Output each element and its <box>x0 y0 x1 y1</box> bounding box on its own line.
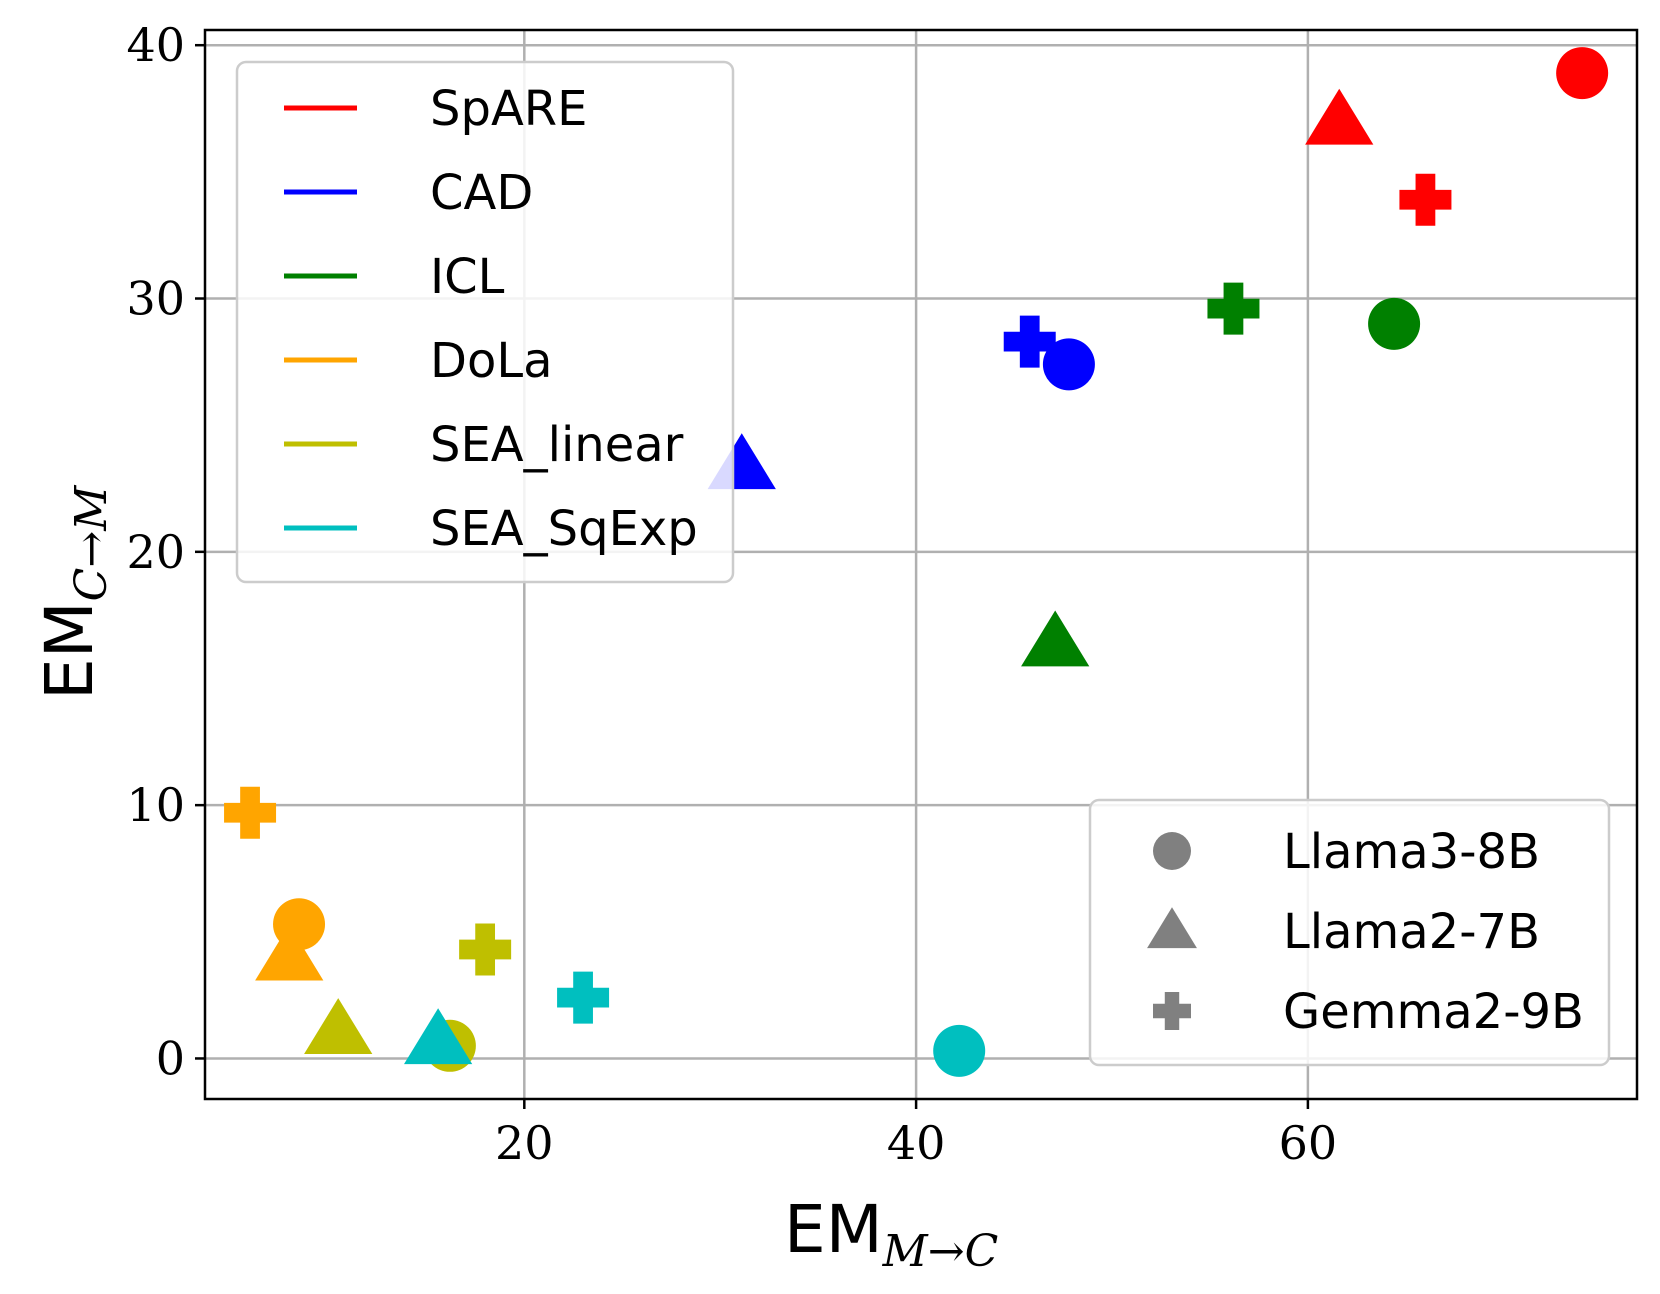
x-axis-title-sub: M→C <box>882 1226 999 1277</box>
y-tick-label: 10 <box>126 778 185 832</box>
model-legend-marker-circle <box>1153 832 1191 870</box>
y-tick-label: 40 <box>126 18 185 72</box>
point-icl-gemma2-9b <box>1207 282 1260 335</box>
y-axis-title-sub: C→M <box>66 485 117 602</box>
data-points <box>224 47 1609 1077</box>
method-legend-item: ICL <box>284 249 505 305</box>
x-axis-title-main: EM <box>784 1191 883 1268</box>
model-legend-item: Gemma2-9B <box>1153 984 1584 1040</box>
point-spare-gemma2-9b <box>1399 173 1452 226</box>
point-sea-linear-llama2-7b <box>304 998 373 1055</box>
point-sea-linear-gemma2-9b <box>459 923 512 976</box>
point-spare-llama2-7b <box>1305 88 1374 145</box>
method-legend-item: CAD <box>284 165 533 221</box>
point-cad-gemma2-9b <box>1003 315 1056 368</box>
method-legend-label: ICL <box>430 249 505 305</box>
method-legend-item: DoLa <box>284 333 552 389</box>
method-legend-item: SEA_SqExp <box>284 501 698 557</box>
method-legend-box <box>235 60 735 584</box>
method-legend-label: SpARE <box>430 81 587 137</box>
method-legend-label: SEA_linear <box>430 417 684 473</box>
x-axis-ticks: 20 40 60 <box>495 1099 1337 1170</box>
model-legend-item: Llama2-7B <box>1147 904 1540 960</box>
y-tick-label: 0 <box>156 1031 185 1085</box>
model-legend-label: Gemma2-9B <box>1283 984 1584 1040</box>
method-legend-item: SpARE <box>284 81 587 137</box>
point-sea-sqexp-llama3-8b <box>933 1024 986 1077</box>
model-legend-item: Llama3-8B <box>1153 824 1540 880</box>
y-tick-label: 30 <box>126 272 185 326</box>
point-cad-llama3-8b <box>1042 338 1095 391</box>
point-icl-llama3-8b <box>1368 297 1421 350</box>
plot-frame <box>203 28 1639 1101</box>
y-axis-ticks: 0 10 20 30 40 <box>126 18 205 1085</box>
model-legend-label: Llama3-8B <box>1283 824 1540 880</box>
method-legend-label: CAD <box>430 165 533 221</box>
method-legend-label: DoLa <box>430 333 552 389</box>
model-legend-marker-plus <box>1153 992 1191 1030</box>
point-dola-llama2-7b <box>255 924 324 981</box>
y-axis-title: EMC→M <box>31 485 117 700</box>
method-legend-item: SEA_linear <box>284 417 684 473</box>
model-legend-items: Llama3-8B Llama2-7B Gemma2-9B <box>1147 824 1584 1040</box>
point-icl-llama2-7b <box>1021 610 1090 667</box>
x-axis-title: EMM→C <box>784 1191 998 1277</box>
point-sea-sqexp-llama2-7b <box>403 1008 473 1065</box>
x-tick-label: 40 <box>887 1116 946 1170</box>
y-axis-title-main: EM <box>31 601 108 700</box>
model-legend-marker-triangle <box>1147 907 1197 949</box>
method-legend: SpARE CAD ICL DoLa SEA_linear SEA_SqExp <box>235 60 735 584</box>
y-tick-label: 20 <box>126 525 185 579</box>
model-legend: Llama3-8B Llama2-7B Gemma2-9B <box>1088 798 1611 1067</box>
x-tick-label: 20 <box>495 1116 554 1170</box>
model-legend-label: Llama2-7B <box>1283 904 1540 960</box>
x-tick-label: 60 <box>1279 1116 1338 1170</box>
point-sea-sqexp-gemma2-9b <box>557 971 610 1024</box>
model-legend-box <box>1088 798 1611 1067</box>
method-legend-label: SEA_SqExp <box>430 501 698 557</box>
point-dola-gemma2-9b <box>224 786 277 839</box>
method-legend-items: SpARE CAD ICL DoLa SEA_linear SEA_SqExp <box>284 81 698 557</box>
point-spare-llama3-8b <box>1556 47 1609 100</box>
